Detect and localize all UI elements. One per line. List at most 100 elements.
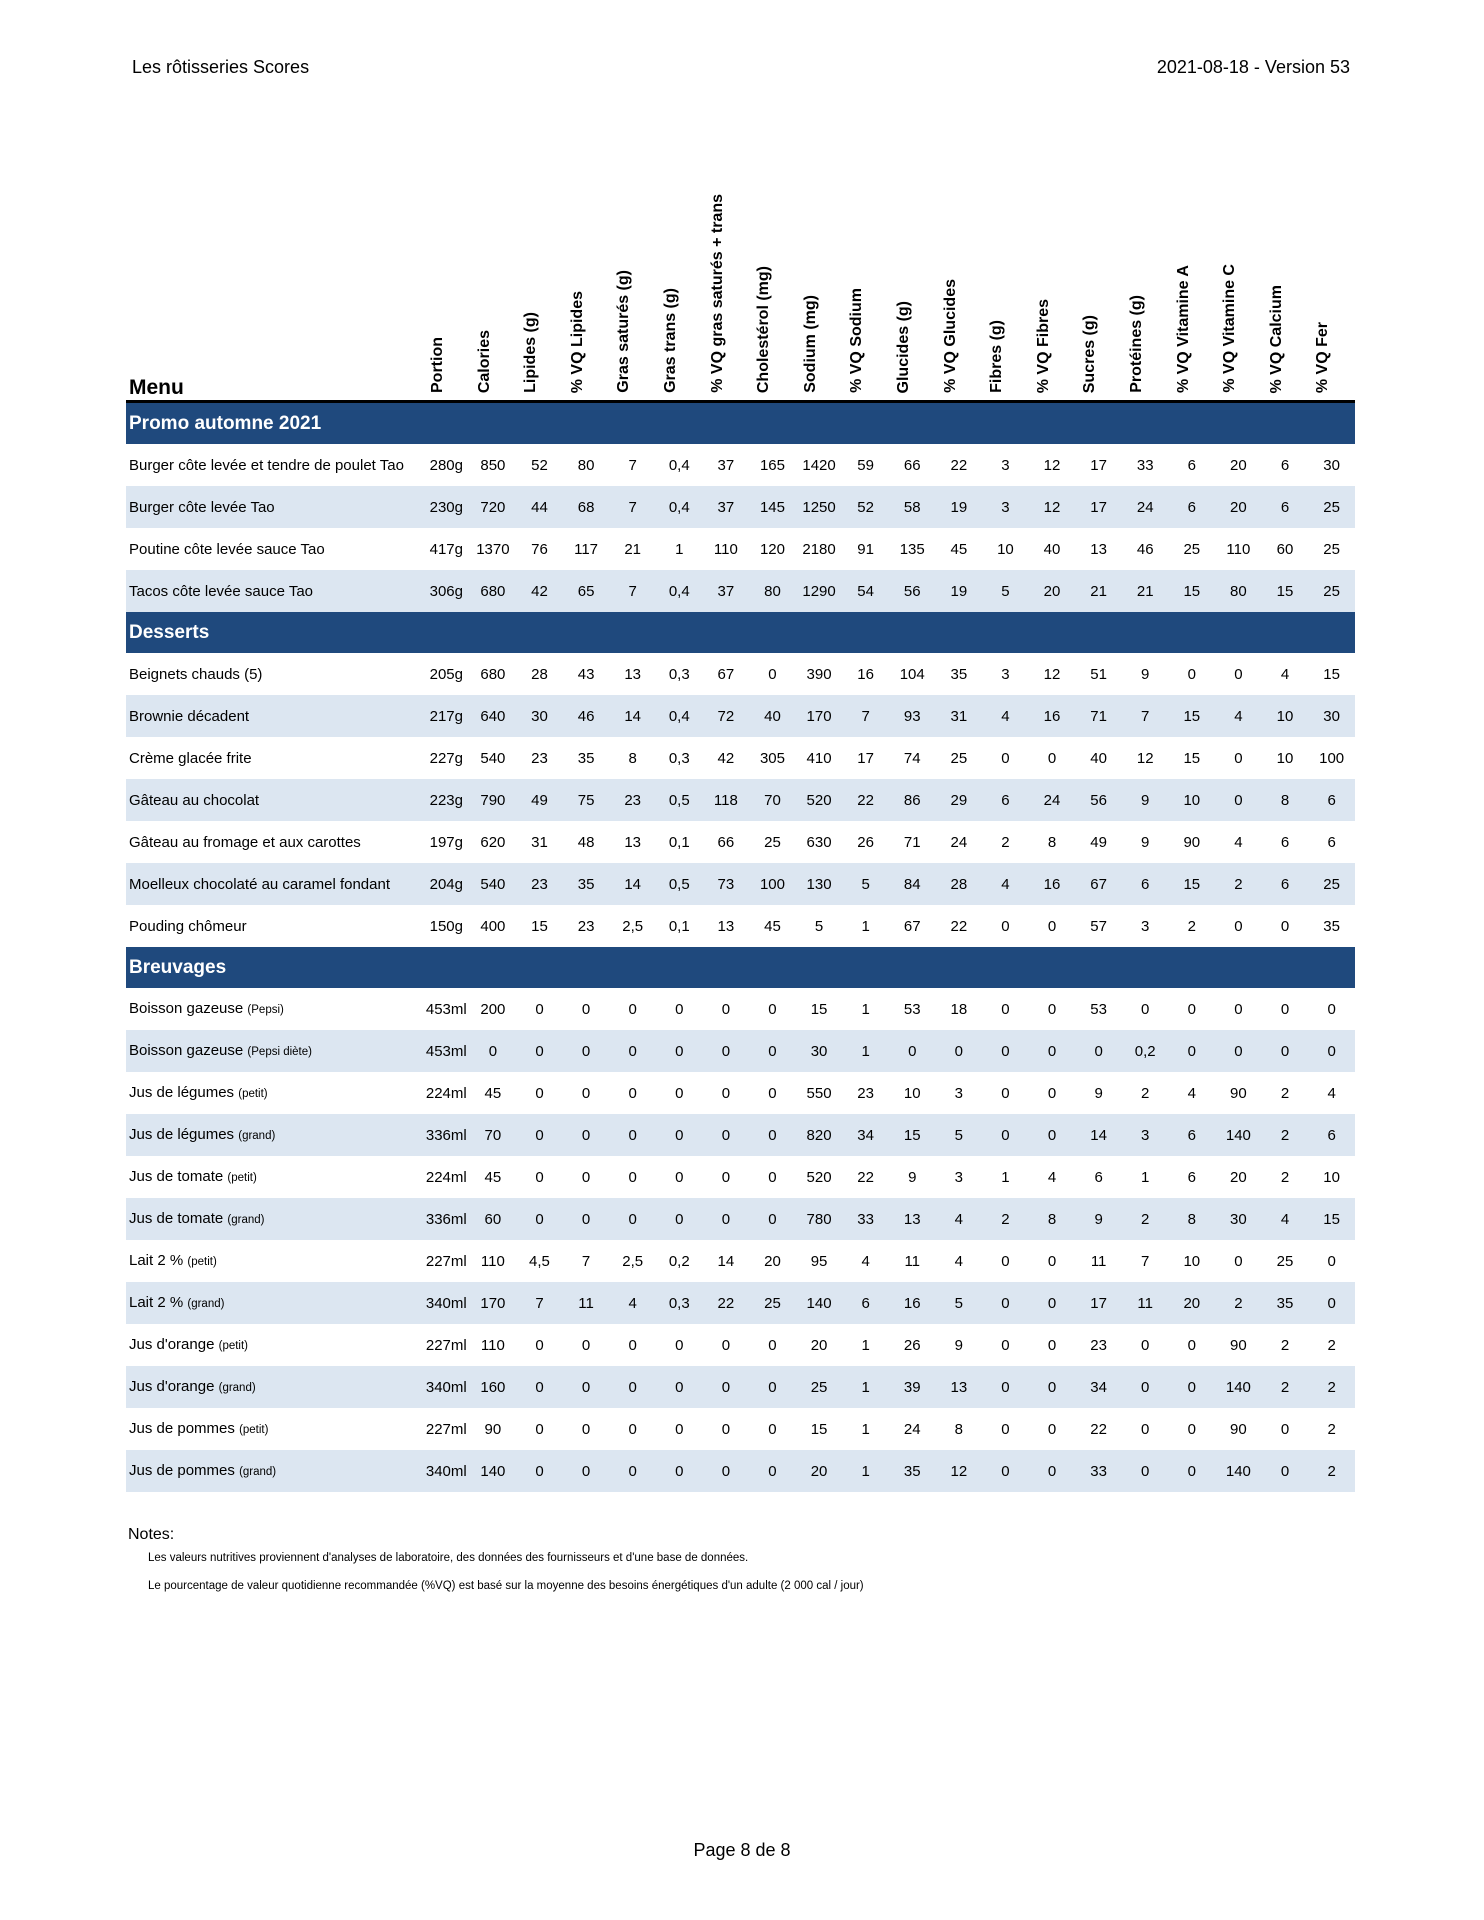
value-cell: 9: [1141, 665, 1150, 683]
item-name: Tacos côte levée sauce Tao: [129, 582, 314, 600]
value-cell: 390: [806, 665, 832, 683]
value-cell: 0: [1261, 1030, 1309, 1072]
value-cell: 680: [469, 570, 517, 612]
column-header: % VQ Vitamine A: [1168, 160, 1216, 403]
value-cell: 33: [1136, 456, 1154, 474]
value-cell: 28: [935, 863, 983, 905]
value-cell: 14: [609, 863, 656, 905]
value-cell: 4: [982, 863, 1029, 905]
value-cell: 20: [1028, 570, 1076, 612]
value-cell: 0: [1215, 1030, 1262, 1072]
table-row: Brownie décadent 217g 640 30 46 14 0,4 72 40 170 7…: [126, 695, 1355, 737]
value-cell: 4: [1047, 1168, 1057, 1186]
value-cell: 0,5: [655, 863, 703, 905]
value-cell: 22: [842, 779, 889, 821]
value-cell: 0,1: [668, 917, 690, 935]
column-header: % VQ Lipides: [562, 160, 610, 403]
value-cell: 53: [1090, 1000, 1107, 1018]
value-cell: 73: [702, 863, 750, 905]
value-cell: 2: [1280, 1084, 1290, 1102]
document-version: 2021-08-18 - Version 53: [1156, 57, 1350, 77]
value-cell: 2: [1280, 1336, 1290, 1354]
value-cell: 10: [997, 540, 1014, 558]
value-cell: 13: [717, 917, 735, 935]
value-cell: 0: [1028, 1282, 1076, 1324]
value-cell: 33: [842, 1198, 889, 1240]
value-cell: 0: [655, 1114, 703, 1156]
value-cell: 0: [1047, 1336, 1057, 1354]
value-cell: 20: [1230, 1168, 1247, 1186]
value-cell: 45: [764, 917, 781, 935]
value-cell: 0: [1141, 1000, 1150, 1018]
value-cell: 0: [1234, 665, 1243, 683]
value-cell: 10: [1276, 749, 1294, 767]
value-cell: 0: [609, 1450, 656, 1492]
value-cell: 25: [795, 1366, 843, 1408]
value-cell: 93: [888, 695, 936, 737]
item-name-cell: Gâteau au fromage et aux carottes: [126, 821, 423, 863]
value-cell: 6: [1168, 486, 1216, 528]
value-cell: 15: [1183, 749, 1201, 767]
value-cell: 0: [1234, 917, 1243, 935]
value-cell: 24: [903, 1420, 921, 1438]
item-size-note: (petit): [218, 1339, 249, 1352]
value-cell: 4: [1187, 1084, 1196, 1102]
value-cell: 135: [899, 540, 925, 558]
document-title: Les rôtisseries Scores: [132, 57, 310, 77]
value-cell: 0: [1047, 917, 1057, 935]
value-cell: 74: [903, 749, 921, 767]
value-cell: 280g: [429, 456, 463, 474]
value-cell: 80: [577, 456, 595, 474]
column-header-label: Fibres (g): [988, 320, 1006, 393]
value-cell: 25: [1308, 486, 1355, 528]
value-cell: 417g: [429, 540, 463, 558]
column-header-label: % VQ gras saturés + trans: [708, 194, 726, 393]
value-cell: 2: [1215, 1282, 1262, 1324]
table-row: Jus de légumes (grand) 336ml 70 0 0 0 0 0 0 820 34…: [126, 1114, 1355, 1156]
value-cell: 8: [1168, 1198, 1216, 1240]
column-header: % VQ gras saturés + trans: [702, 160, 750, 403]
value-cell: 0: [1001, 749, 1010, 767]
value-cell: 630: [806, 833, 832, 851]
column-header-label: % VQ Fer: [1314, 321, 1332, 393]
item-name-cell: Moelleux chocolaté au caramel fondant: [126, 863, 423, 905]
value-cell: 28: [531, 665, 548, 683]
value-cell: 230g: [423, 486, 470, 528]
item-name: Jus de pommes: [129, 1461, 235, 1479]
item-name: Jus de tomate: [129, 1209, 224, 1227]
column-header: Cholestérol (mg): [749, 160, 796, 403]
value-cell: 2180: [802, 540, 836, 558]
value-cell: 0: [535, 1084, 544, 1102]
value-cell: 1: [842, 1450, 889, 1492]
item-name: Jus d'orange: [129, 1377, 215, 1395]
value-cell: 2,5: [622, 917, 644, 935]
item-name-cell: Jus de légumes (petit): [126, 1072, 423, 1114]
value-cell: 59: [857, 456, 874, 474]
value-cell: 165: [759, 456, 785, 474]
value-cell: 0: [469, 1030, 517, 1072]
value-cell: 0: [749, 1366, 796, 1408]
value-cell: 25: [749, 1282, 796, 1324]
value-cell: 6: [1280, 456, 1290, 474]
value-cell: 30: [1308, 695, 1355, 737]
value-cell: 43: [577, 665, 595, 683]
value-cell: 0: [1308, 1030, 1355, 1072]
item-name: Boisson gazeuse: [129, 999, 244, 1017]
value-cell: 71: [1075, 695, 1122, 737]
item-name: Gâteau au chocolat: [129, 791, 260, 809]
value-cell: 6: [1261, 863, 1309, 905]
value-cell: 780: [795, 1198, 843, 1240]
value-cell: 0: [1001, 1000, 1010, 1018]
value-cell: 0: [675, 1168, 684, 1186]
value-cell: 2: [1327, 1336, 1336, 1354]
value-cell: 23: [516, 863, 563, 905]
value-cell: 10: [1183, 1252, 1201, 1270]
value-cell: 104: [899, 665, 925, 683]
table-row: Boisson gazeuse (Pepsi diète) 453ml 0 0 0 0 0 0…: [126, 1030, 1355, 1072]
value-cell: 0: [1280, 917, 1290, 935]
value-cell: 2: [1121, 1198, 1169, 1240]
value-cell: 0,5: [655, 779, 703, 821]
value-cell: 0: [516, 1450, 563, 1492]
value-cell: 29: [935, 779, 983, 821]
item-name-cell: Poutine côte levée sauce Tao: [126, 528, 423, 570]
